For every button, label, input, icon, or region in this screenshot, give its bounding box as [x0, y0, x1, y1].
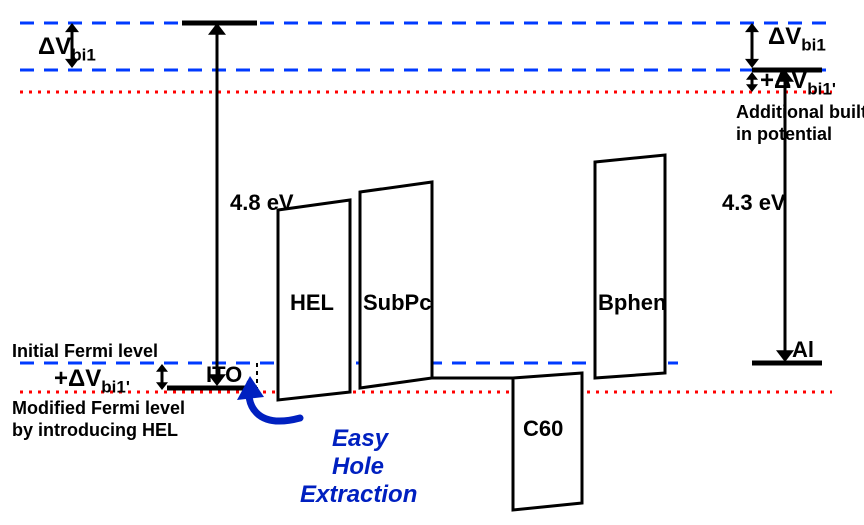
label-initial-fermi: Initial Fermi level [12, 341, 158, 361]
label-hel: HEL [290, 290, 334, 315]
label-ev-right: 4.3 eV [722, 190, 786, 215]
label-bphen: Bphen [598, 290, 666, 315]
label-c60: C60 [523, 416, 563, 441]
label-ito: ITO [206, 362, 242, 387]
label-ev-left: 4.8 eV [230, 190, 294, 215]
label-easy-2: Hole [332, 453, 384, 480]
label-modified-fermi-1: Modified Fermi level [12, 398, 185, 418]
layer-bphen [595, 155, 665, 378]
label-easy-3: Extraction [300, 481, 417, 508]
label-easy-1: Easy [332, 425, 390, 452]
label-al: Al [792, 337, 814, 362]
label-additional-2: in potential [736, 124, 832, 144]
label-modified-fermi-2: by introducing HEL [12, 420, 178, 440]
label-additional-1: Additional built [736, 102, 864, 122]
layer-subpc [360, 182, 432, 388]
label-subpc: SubPc [363, 290, 431, 315]
layer-c60 [513, 373, 582, 510]
